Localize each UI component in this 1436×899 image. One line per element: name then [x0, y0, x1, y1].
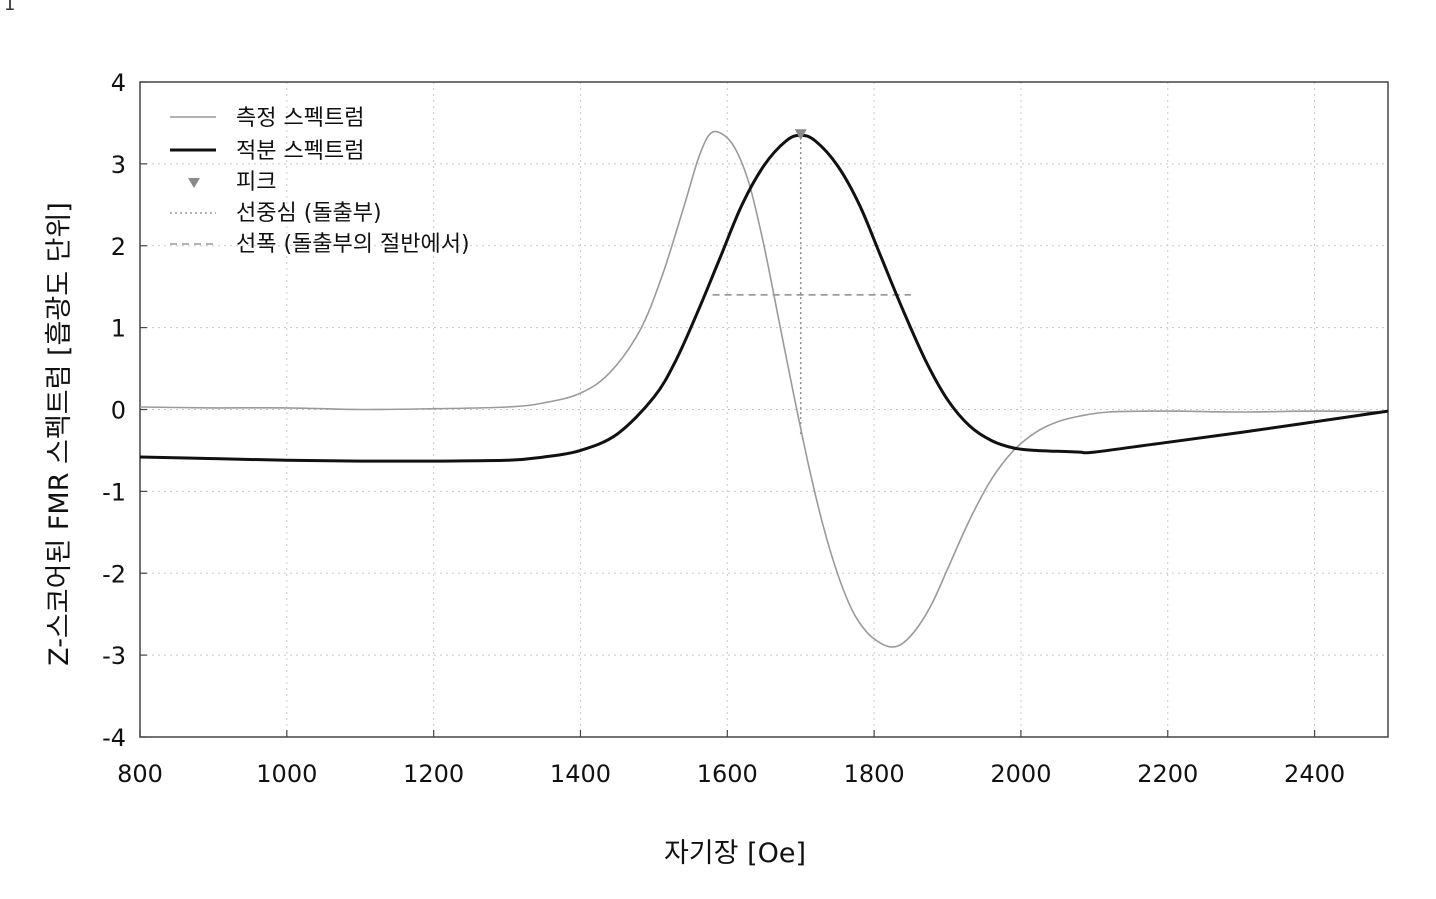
- x-tick-label: 800: [117, 760, 163, 788]
- y-tick-label: 3: [111, 151, 126, 179]
- annotations: [713, 135, 911, 434]
- legend-swatch-peak: [188, 178, 200, 188]
- y-tick-label: -4: [102, 724, 126, 752]
- y-axis-title: Z-스코어된 FMR 스펙트럼 [흡광도 단위]: [44, 202, 75, 666]
- y-tick-label: 4: [111, 69, 126, 97]
- x-axis-title: 자기장 [Oe]: [664, 838, 806, 869]
- fmr-spectrum-chart: 1 800 1000 1200 1400 1600 1800 2000 2200 2400 4 3…: [0, 0, 1436, 899]
- legend-label-measured: 측정 스펙트럼: [236, 106, 364, 131]
- x-tick-label: 1800: [844, 760, 905, 788]
- figure-mark: 1: [4, 0, 15, 15]
- y-tick-label: -2: [102, 560, 126, 588]
- y-tick-label: 0: [111, 397, 126, 425]
- x-tick-label: 2400: [1284, 760, 1345, 788]
- x-tick-label: 2200: [1137, 760, 1198, 788]
- legend-label-integrated: 적분 스펙트럼: [236, 139, 364, 164]
- x-tick-label: 1600: [697, 760, 758, 788]
- x-axis: 800 1000 1200 1400 1600 1800 2000 2200 2400: [117, 730, 1345, 788]
- y-tick-label: -3: [102, 642, 126, 670]
- x-tick-label: 2000: [990, 760, 1051, 788]
- x-tick-label: 1000: [256, 760, 317, 788]
- legend: 측정 스펙트럼 적분 스펙트럼 피크 선중심 (돌출부) 선폭 (돌출부의 절반…: [170, 106, 470, 257]
- y-tick-label: -1: [102, 478, 126, 506]
- y-tick-label: 1: [111, 315, 126, 343]
- legend-label-peak: 피크: [236, 170, 276, 195]
- legend-label-line-center: 선중심 (돌출부): [236, 201, 382, 226]
- x-tick-label: 1400: [550, 760, 611, 788]
- y-tick-label: 2: [111, 233, 126, 261]
- x-tick-label: 1200: [403, 760, 464, 788]
- legend-label-line-width: 선폭 (돌출부의 절반에서): [236, 232, 470, 257]
